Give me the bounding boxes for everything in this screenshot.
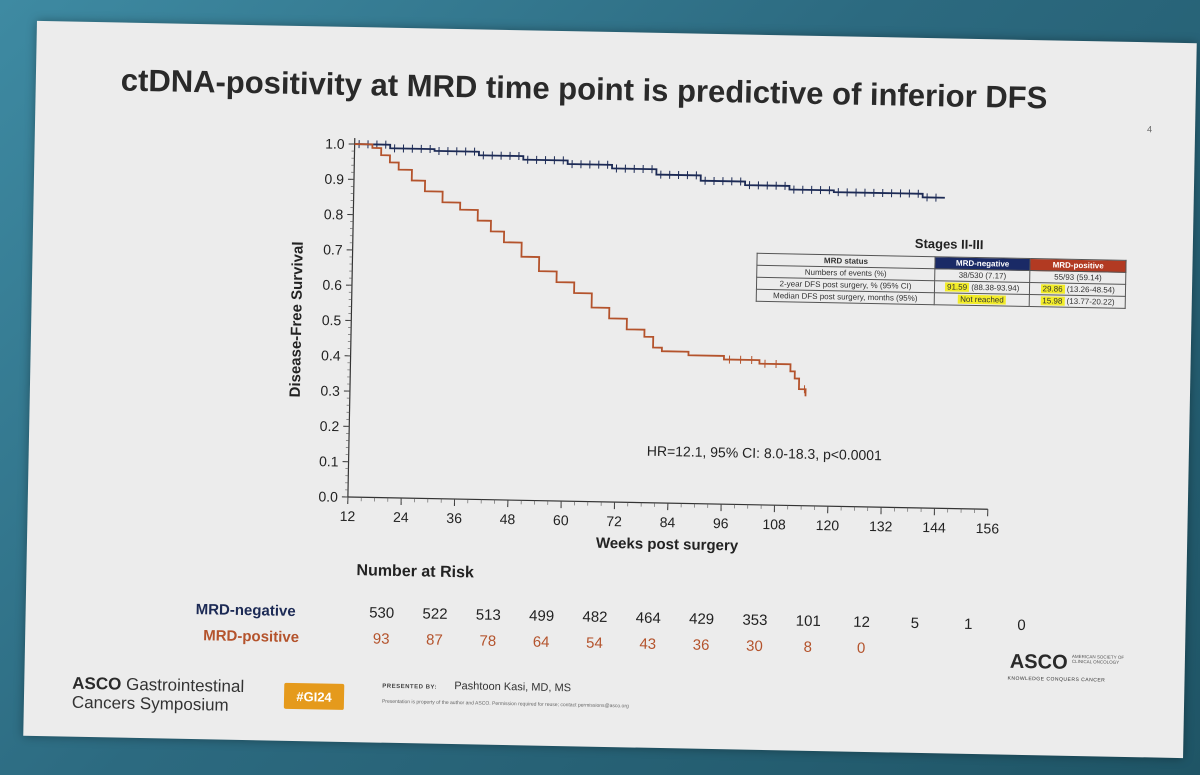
risk-number: 464 [635,609,661,628]
stages-table-title: Stages II-III [914,235,984,253]
y-tick-label: 0.1 [319,453,339,469]
presentation-slide: ctDNA-positivity at MRD time point is pr… [23,20,1197,759]
x-tick-label: 84 [660,514,676,530]
km-survival-chart: 0.0 0.1 0.2 0.3 0.4 0.5 0.6 0.7 0.8 0.9 1.0 12 24 36 4… [287,135,1000,555]
table-cell-ci: (88.38-93.94) [968,282,1020,293]
highlight-value: 91.59 [944,282,970,292]
risk-number: 30 [745,637,763,655]
presenter-name: Pashtoon Kasi, MD, MS [454,680,572,695]
number-at-risk-heading: Number at Risk [356,562,474,582]
x-axis-label: Weeks post surgery [596,535,739,555]
hashtag-badge: #GI24 [283,682,345,710]
symposium-logo: ASCO Gastrointestinal Cancers Symposium [72,674,245,715]
risk-number: 12 [853,613,871,632]
risk-number: 522 [422,605,448,623]
risk-number: 499 [528,607,555,625]
highlight-value: 29.86 [1040,284,1065,294]
table-cell-ci: (13.77-20.22) [1064,296,1115,307]
highlight-value: Not reached [958,294,1006,305]
presented-by-label: PRESENTED BY: [382,683,438,691]
table-cell-positive: 15.98 (13.77-20.22) [1029,294,1126,309]
x-tick-label: 24 [393,509,409,525]
y-tick-label: 1.0 [325,135,345,151]
risk-number: 43 [639,635,657,653]
y-tick-label: 0.5 [322,312,342,328]
symposium-line1: Gastrointestinal [125,674,245,697]
table-cell-ci: (13.26-48.54) [1064,284,1115,295]
risk-number: 513 [475,606,501,624]
risk-number: 0 [1017,616,1026,635]
y-tick-label: 0.8 [324,206,344,222]
stages-table: MRD status MRD-negative MRD-positive Num… [756,253,1127,309]
risk-number: 353 [742,611,768,630]
table-cell-negative: Not reached [934,292,1030,307]
x-tick-label: 48 [500,511,516,527]
asco-logo-subtext: AMERICAN SOCIETY OF CLINICAL ONCOLOGY [1071,653,1125,665]
risk-number: 93 [372,630,390,648]
y-tick-label: 0.4 [321,347,341,363]
risk-number: 530 [368,604,395,622]
series-line-mrd-negative [354,143,945,199]
x-tick-label: 108 [762,516,786,532]
risk-row-label-positive: MRD-positive [203,627,300,647]
y-tick-label: 0.3 [320,383,340,399]
risk-number: 36 [692,636,710,654]
x-tick-label: 132 [869,518,893,534]
risk-row-label-negative: MRD-negative [195,601,296,621]
copyright-disclaimer: Presentation is property of the author a… [381,698,629,710]
x-tick-label: 120 [816,517,840,533]
risk-number: 1 [963,615,973,633]
asco-logo: ASCO AMERICAN SOCIETY OF CLINICAL ONCOLO… [1007,650,1124,684]
risk-number: 5 [910,614,920,632]
y-tick-label: 0.2 [320,418,340,434]
risk-number: 54 [585,634,603,652]
x-tick-label: 72 [606,513,622,529]
risk-number: 429 [688,610,715,629]
risk-number: 8 [803,638,813,656]
risk-number: 0 [856,639,866,657]
x-tick-label: 144 [922,519,946,535]
symposium-org: ASCO [72,673,122,694]
symposium-line2: Cancers Symposium [71,692,229,715]
risk-number: 482 [582,608,608,626]
x-tick-label: 12 [340,508,356,524]
x-tick-label: 96 [713,515,729,531]
x-tick-label: 36 [446,510,462,526]
asco-logo-text: ASCO [1009,650,1068,674]
risk-number: 64 [532,633,550,651]
x-tick-label: 156 [976,520,1000,536]
y-axis-line [347,138,356,497]
asco-logo-tagline: KNOWLEDGE CONQUERS CANCER [1007,675,1106,684]
risk-number: 87 [425,631,443,649]
y-tick-label: 0.0 [318,488,338,504]
highlight-value: 15.98 [1040,296,1065,306]
y-tick-label: 0.7 [323,241,343,257]
y-axis-label: Disease-Free Survival [287,241,307,397]
y-tick-label: 0.6 [322,277,342,293]
risk-number: 78 [479,632,497,650]
series-line-mrd-positive [354,143,807,397]
risk-number: 101 [795,612,821,631]
y-tick-label: 0.9 [324,171,344,187]
x-tick-label: 60 [553,512,569,528]
